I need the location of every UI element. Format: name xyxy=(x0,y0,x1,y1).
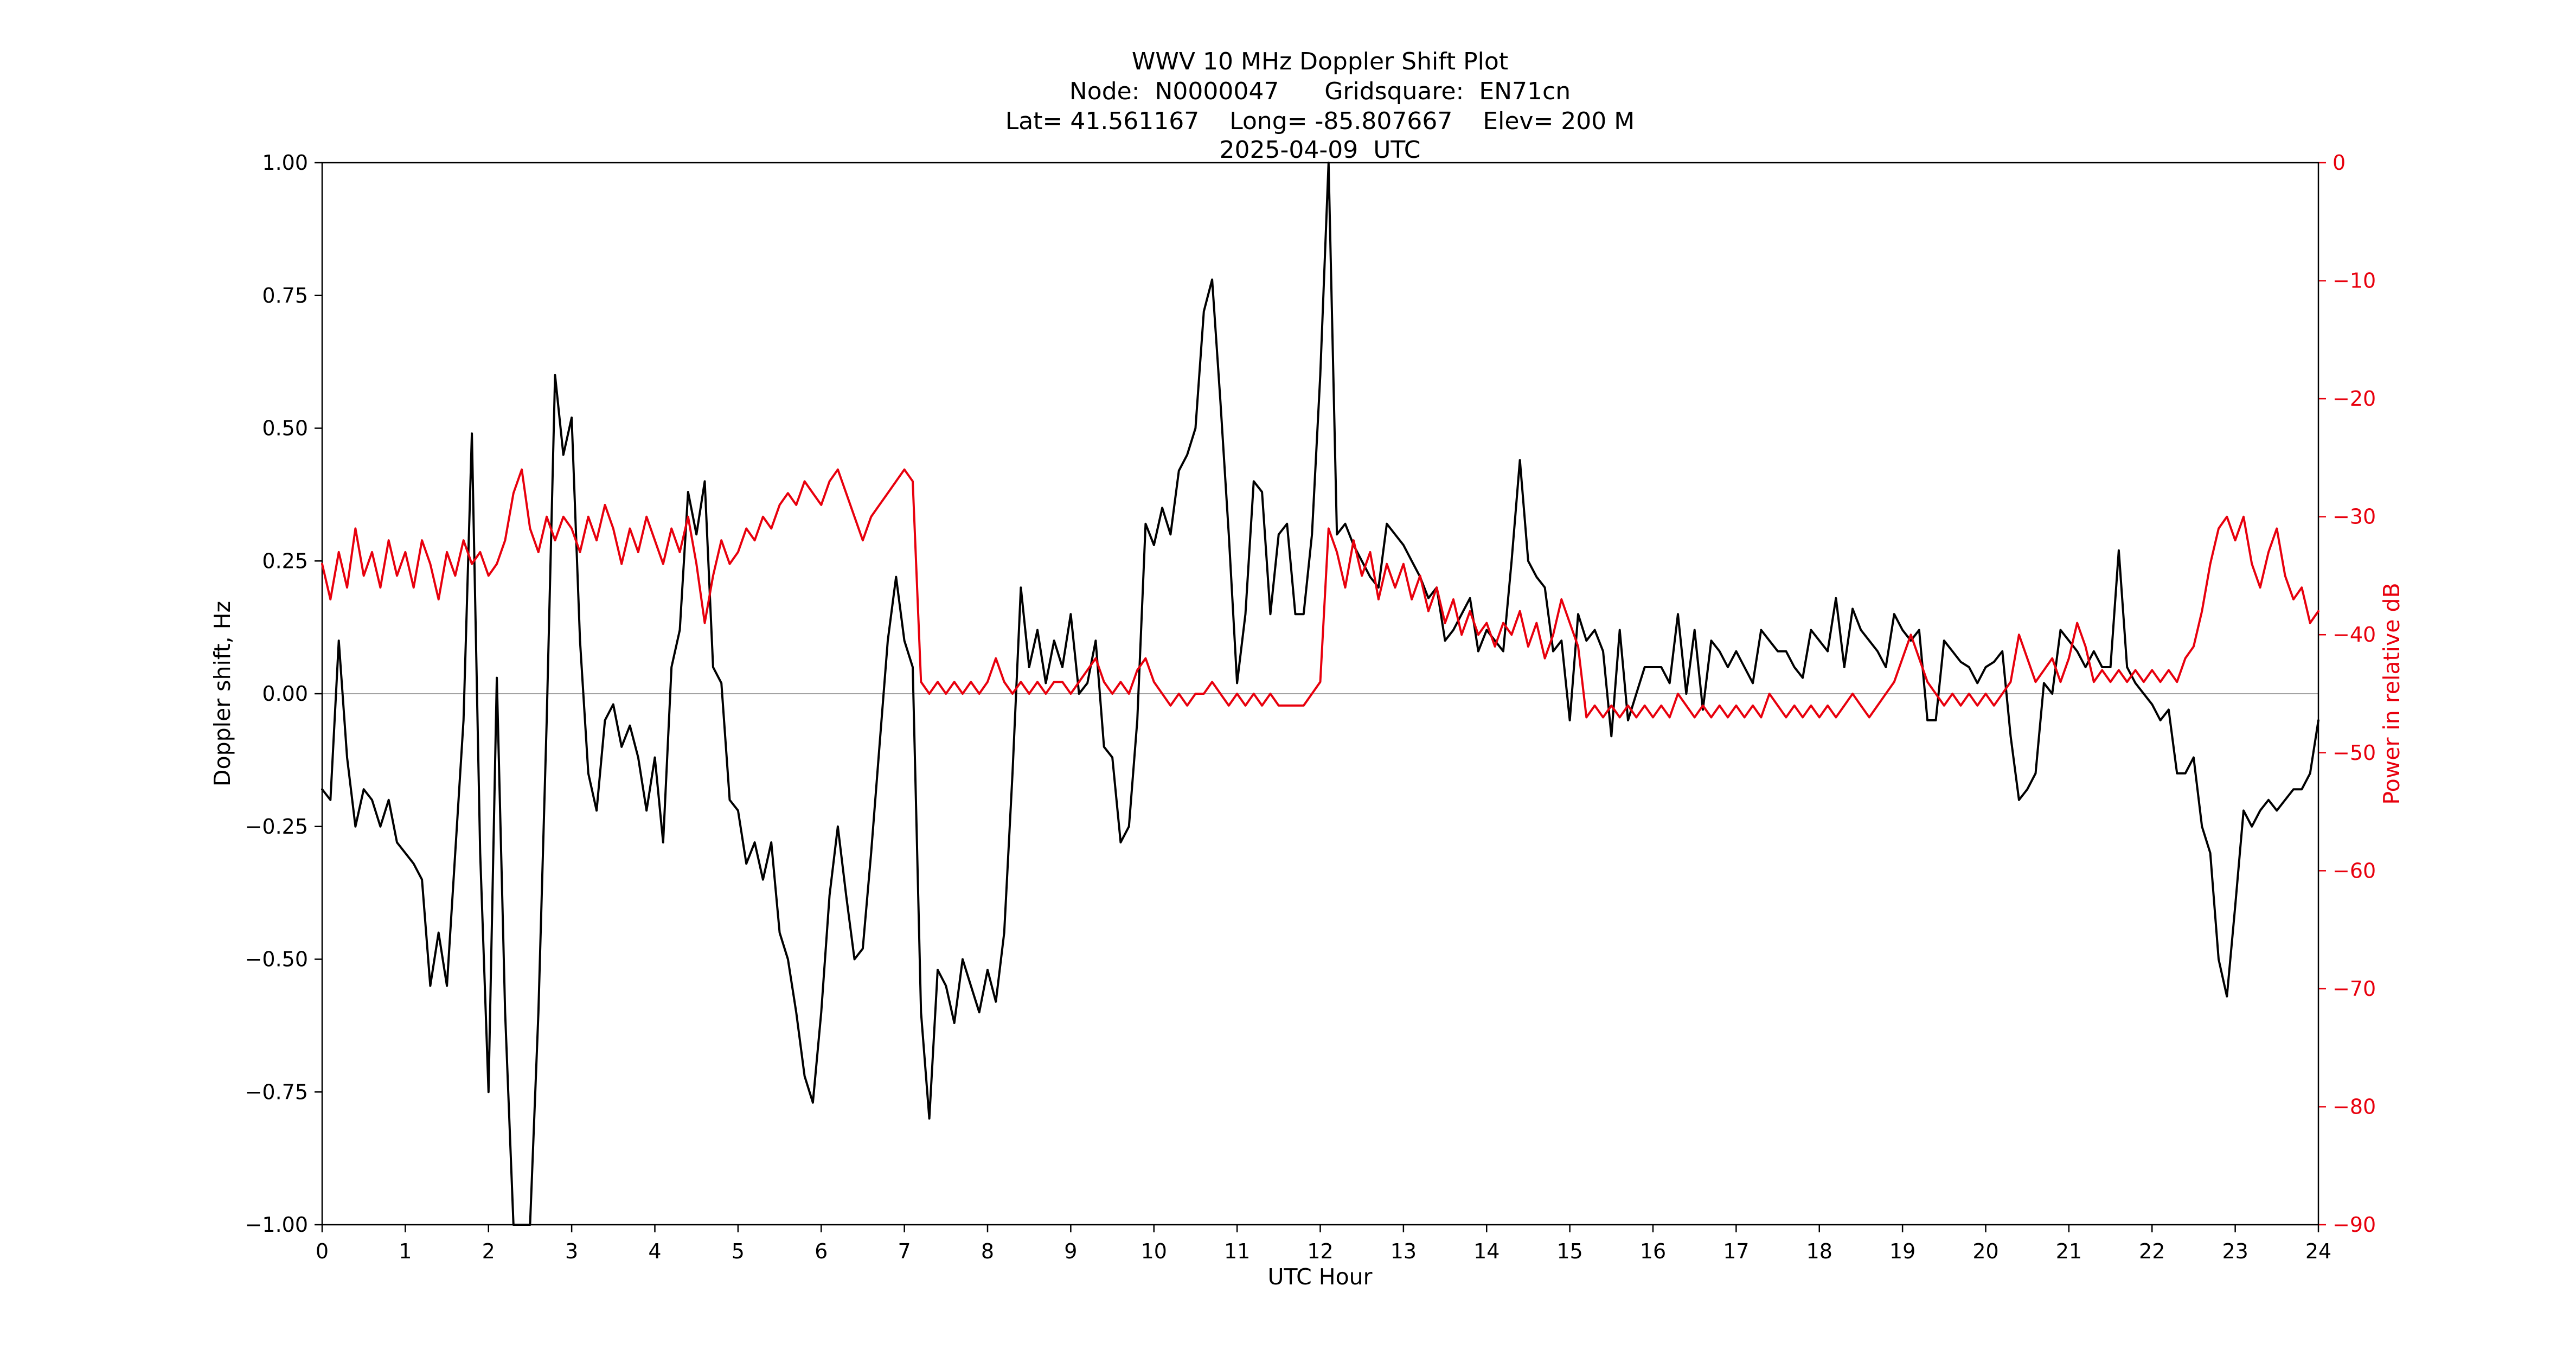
relative-power-series xyxy=(321,468,2319,719)
x-tick-label: 6 xyxy=(815,1239,828,1263)
x-tick-label: 11 xyxy=(1224,1239,1250,1263)
x-tick-label: 18 xyxy=(1806,1239,1832,1263)
plot-border xyxy=(321,162,2319,1226)
x-axis-label: UTC Hour xyxy=(1267,1264,1372,1290)
x-tick-label: 22 xyxy=(2139,1239,2165,1263)
y-left-tick-label: 0.25 xyxy=(262,549,308,573)
doppler-shift-series xyxy=(321,162,2319,1226)
x-tick-label: 17 xyxy=(1723,1239,1749,1263)
x-tick-label: 16 xyxy=(1640,1239,1666,1263)
x-tick-label: 13 xyxy=(1390,1239,1417,1263)
x-tick-label: 15 xyxy=(1556,1239,1582,1263)
plot-subtitle-node: Node: N0000047 Gridsquare: EN71cn xyxy=(1069,78,1571,105)
x-tick-label: 20 xyxy=(1972,1239,1998,1263)
x-tick-label: 4 xyxy=(648,1239,661,1263)
x-tick-label: 10 xyxy=(1141,1239,1167,1263)
series-layer xyxy=(321,162,2319,1226)
y-axis-label-right: Power in relative dB xyxy=(2379,583,2405,804)
x-tick-label: 7 xyxy=(898,1239,911,1263)
y-right-tick-label: −70 xyxy=(2333,977,2376,1001)
y-right-tick-label: −60 xyxy=(2333,859,2376,882)
y-right-tick-label: −80 xyxy=(2333,1095,2376,1118)
y-right-tick-label: −30 xyxy=(2333,505,2376,529)
x-tick-label: 1 xyxy=(399,1239,412,1263)
y-left-tick-label: 0.75 xyxy=(262,284,308,308)
x-tick-label: 19 xyxy=(1889,1239,1915,1263)
y-left-tick-label: 1.00 xyxy=(262,151,308,175)
plot-title: WWV 10 MHz Doppler Shift Plot xyxy=(1132,48,1508,75)
y-right-tick-label: −90 xyxy=(2333,1213,2376,1237)
x-tick-label: 0 xyxy=(316,1239,329,1263)
x-tick-label: 12 xyxy=(1307,1239,1333,1263)
x-tick-label: 23 xyxy=(2222,1239,2248,1263)
y-right-tick-label: −10 xyxy=(2333,269,2376,293)
x-tick-label: 21 xyxy=(2056,1239,2082,1263)
y-right-tick-label: −20 xyxy=(2333,387,2376,411)
y-left-tick-label: 0.50 xyxy=(262,417,308,440)
x-tick-label: 9 xyxy=(1064,1239,1077,1263)
y-left-tick-label: −1.00 xyxy=(245,1213,308,1237)
y-right-tick-label: −40 xyxy=(2333,623,2376,647)
y-left-tick-label: −0.75 xyxy=(245,1080,308,1104)
x-tick-label: 8 xyxy=(981,1239,994,1263)
y-right-tick-label: 0 xyxy=(2333,151,2346,175)
axes-layer: 0 1 2 3 4 5 6 7 8 9 10 11 12 13 14 15 16 17 18 19 20 21 22 23 24… xyxy=(245,151,2376,1263)
y-axis-label-left: Doppler shift, Hz xyxy=(209,601,235,786)
x-tick-label: 14 xyxy=(1473,1239,1500,1263)
plot-subtitle-location: Lat= 41.561167 Long= -85.807667 Elev= 20… xyxy=(1005,107,1635,135)
y-left-tick-label: −0.50 xyxy=(245,948,308,971)
x-tick-label: 24 xyxy=(2305,1239,2331,1263)
x-tick-label: 2 xyxy=(482,1239,495,1263)
plot-subtitle-date: 2025-04-09 UTC xyxy=(1220,136,1421,164)
title-block: WWV 10 MHz Doppler Shift Plot Node: N000… xyxy=(1005,48,1635,164)
y-left-tick-label: −0.25 xyxy=(245,815,308,839)
y-left-tick-label: 0.00 xyxy=(262,682,308,706)
y-right-tick-label: −50 xyxy=(2333,741,2376,765)
x-tick-label: 5 xyxy=(732,1239,745,1263)
x-tick-label: 3 xyxy=(565,1239,578,1263)
